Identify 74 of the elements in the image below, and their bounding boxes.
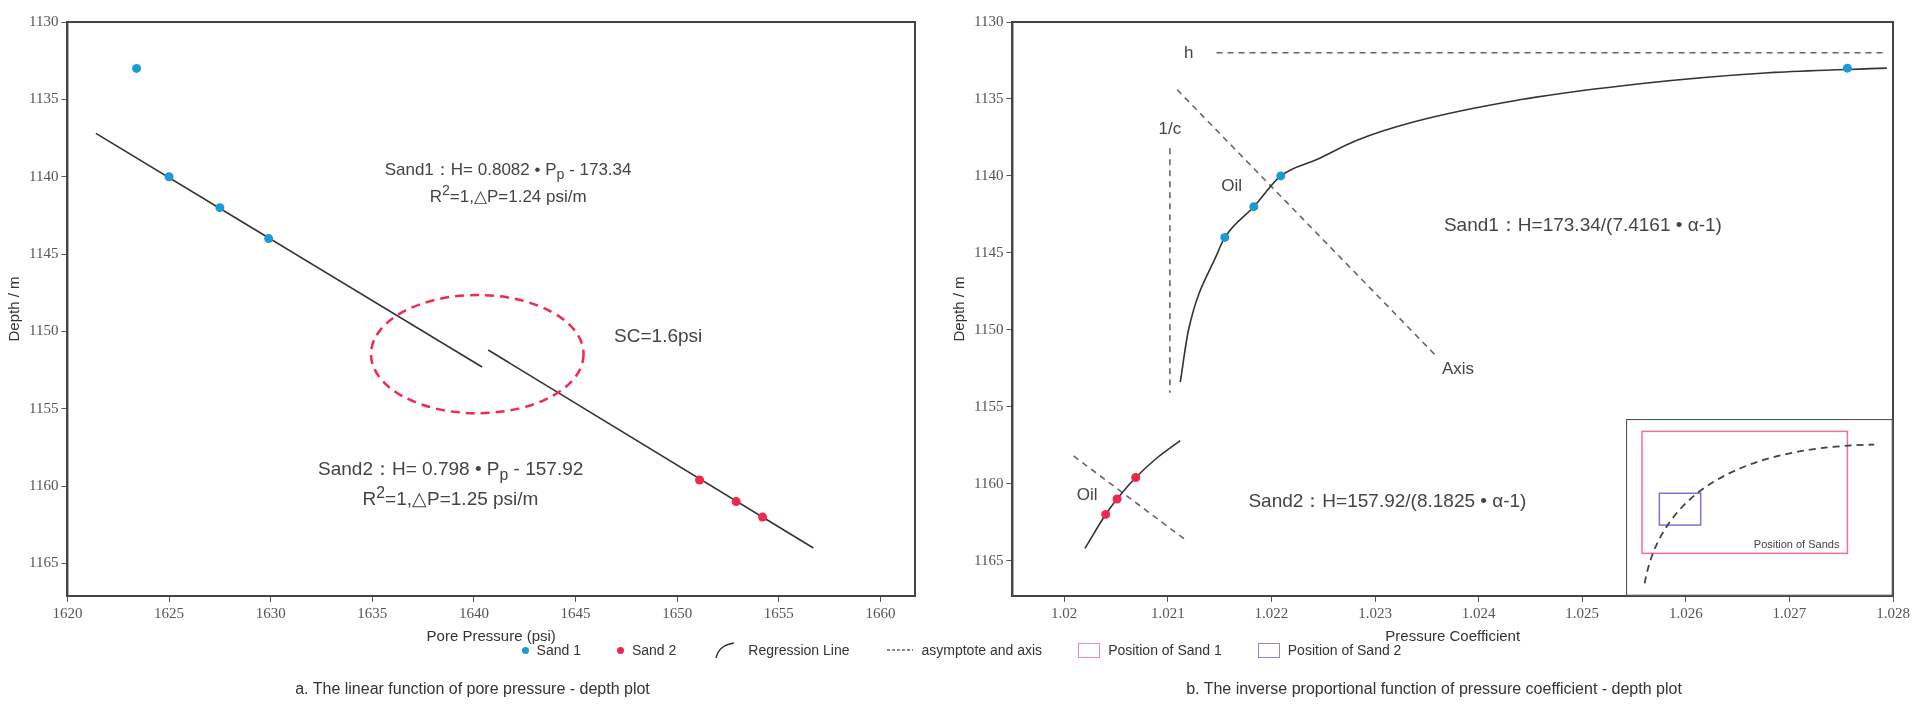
annotation: Sand2：H= 0.798 • P$_{p}$ - 157.92	[318, 457, 584, 483]
y-tick-label: 1160	[973, 474, 1004, 491]
y-tick-label: 1130	[28, 12, 59, 29]
point	[1112, 494, 1122, 504]
x-tick-label: 1.02	[1051, 604, 1078, 621]
x-tick-label: 1635	[357, 604, 388, 621]
annotation: Sand1：H=173.34/(7.4161 • α-1)	[1443, 213, 1722, 235]
x-tick-label: 1650	[662, 604, 693, 621]
point	[1842, 63, 1852, 73]
x-tick-label: 1630	[255, 604, 286, 621]
y-tick-label: 1130	[973, 12, 1004, 29]
point	[758, 512, 768, 522]
x-tick-label: 1645	[560, 604, 591, 621]
legend-label: Regression Line	[748, 642, 850, 658]
point	[1249, 202, 1259, 212]
annotation: Position of Sands	[1754, 538, 1841, 551]
point	[215, 203, 225, 213]
point	[1220, 232, 1230, 242]
x-tick-label: 1.022	[1254, 604, 1289, 621]
point	[695, 475, 705, 485]
annotation: R$^{2}$=1,△P=1.25 psi/m	[362, 483, 539, 509]
y-tick-label: 1160	[28, 477, 59, 494]
annotation: Axis	[1442, 358, 1475, 378]
x-tick-label: 1625	[154, 604, 185, 621]
x-tick-label: 1.023	[1358, 604, 1392, 621]
y-tick-label: 1150	[28, 322, 59, 339]
x-tick-label: 1620	[52, 604, 83, 621]
point	[1276, 171, 1286, 181]
point	[1131, 473, 1141, 483]
text: Position of Sand 2	[1287, 642, 1402, 658]
y-tick-label: 1135	[973, 89, 1004, 106]
y-tick-label: 1140	[28, 167, 59, 184]
x-tick-label: 1655	[763, 604, 794, 621]
y-tick-label: 1145	[973, 243, 1004, 260]
y-axis-title: Depth / m	[950, 276, 968, 342]
point	[132, 63, 142, 73]
y-tick-label: 1155	[28, 399, 59, 416]
x-tick-label: 1.024	[1461, 604, 1496, 621]
x-axis-title: Pore Pressure (psi)	[426, 627, 556, 645]
x-axis-title: Pressure Coefficient	[1385, 627, 1521, 645]
annotation: h	[1184, 43, 1194, 63]
y-tick-label: 1165	[28, 554, 59, 571]
point	[264, 234, 274, 244]
y-tick-label: 1140	[973, 166, 1004, 183]
position-sketch: Position of Sands	[1626, 419, 1893, 596]
annotation: Oil	[1076, 484, 1098, 504]
y-tick-label: 1165	[973, 551, 1004, 568]
x-tick-label: 1660	[865, 604, 896, 621]
x-tick-label: 1.025	[1565, 604, 1600, 621]
annotation: Sand1：H= 0.8082 • P$_{p}$ - 173.34	[384, 159, 632, 183]
point	[164, 172, 174, 182]
y-axis-title: Depth / m	[5, 276, 23, 342]
text: a. The linear function of pore pressure - depth plot	[294, 680, 651, 698]
x-tick-label: 1.027	[1772, 604, 1807, 621]
legend-label: asymptote and axis	[921, 642, 1043, 658]
x-tick-label: 1640	[458, 604, 489, 621]
y-tick-label: 1155	[973, 397, 1004, 414]
annotation: SC=1.6psi	[614, 325, 703, 347]
x-tick-label: 1.021	[1150, 604, 1185, 621]
text: b. The inverse proportional function of pressure coefficient - depth plot	[1185, 680, 1683, 698]
x-tick-label: 1.026	[1668, 604, 1704, 621]
y-tick-label: 1150	[973, 320, 1004, 337]
text: Position of Sand 1	[1108, 642, 1222, 658]
point	[1101, 509, 1111, 519]
annotation: 1/c	[1158, 118, 1182, 138]
y-tick-label: 1135	[28, 90, 59, 107]
annotation: Sand2：H=157.92/(8.1825 • α-1)	[1248, 490, 1527, 512]
line-series	[1179, 67, 1888, 383]
point	[731, 497, 741, 507]
y-tick-label: 1145	[28, 245, 59, 262]
annotation: Oil	[1221, 175, 1242, 195]
x-tick-label: 1.028	[1876, 604, 1910, 621]
legend-label: Sand 2	[631, 642, 677, 658]
annotation: R$^{2}$=1,△P=1.24 psi/m	[429, 182, 587, 206]
